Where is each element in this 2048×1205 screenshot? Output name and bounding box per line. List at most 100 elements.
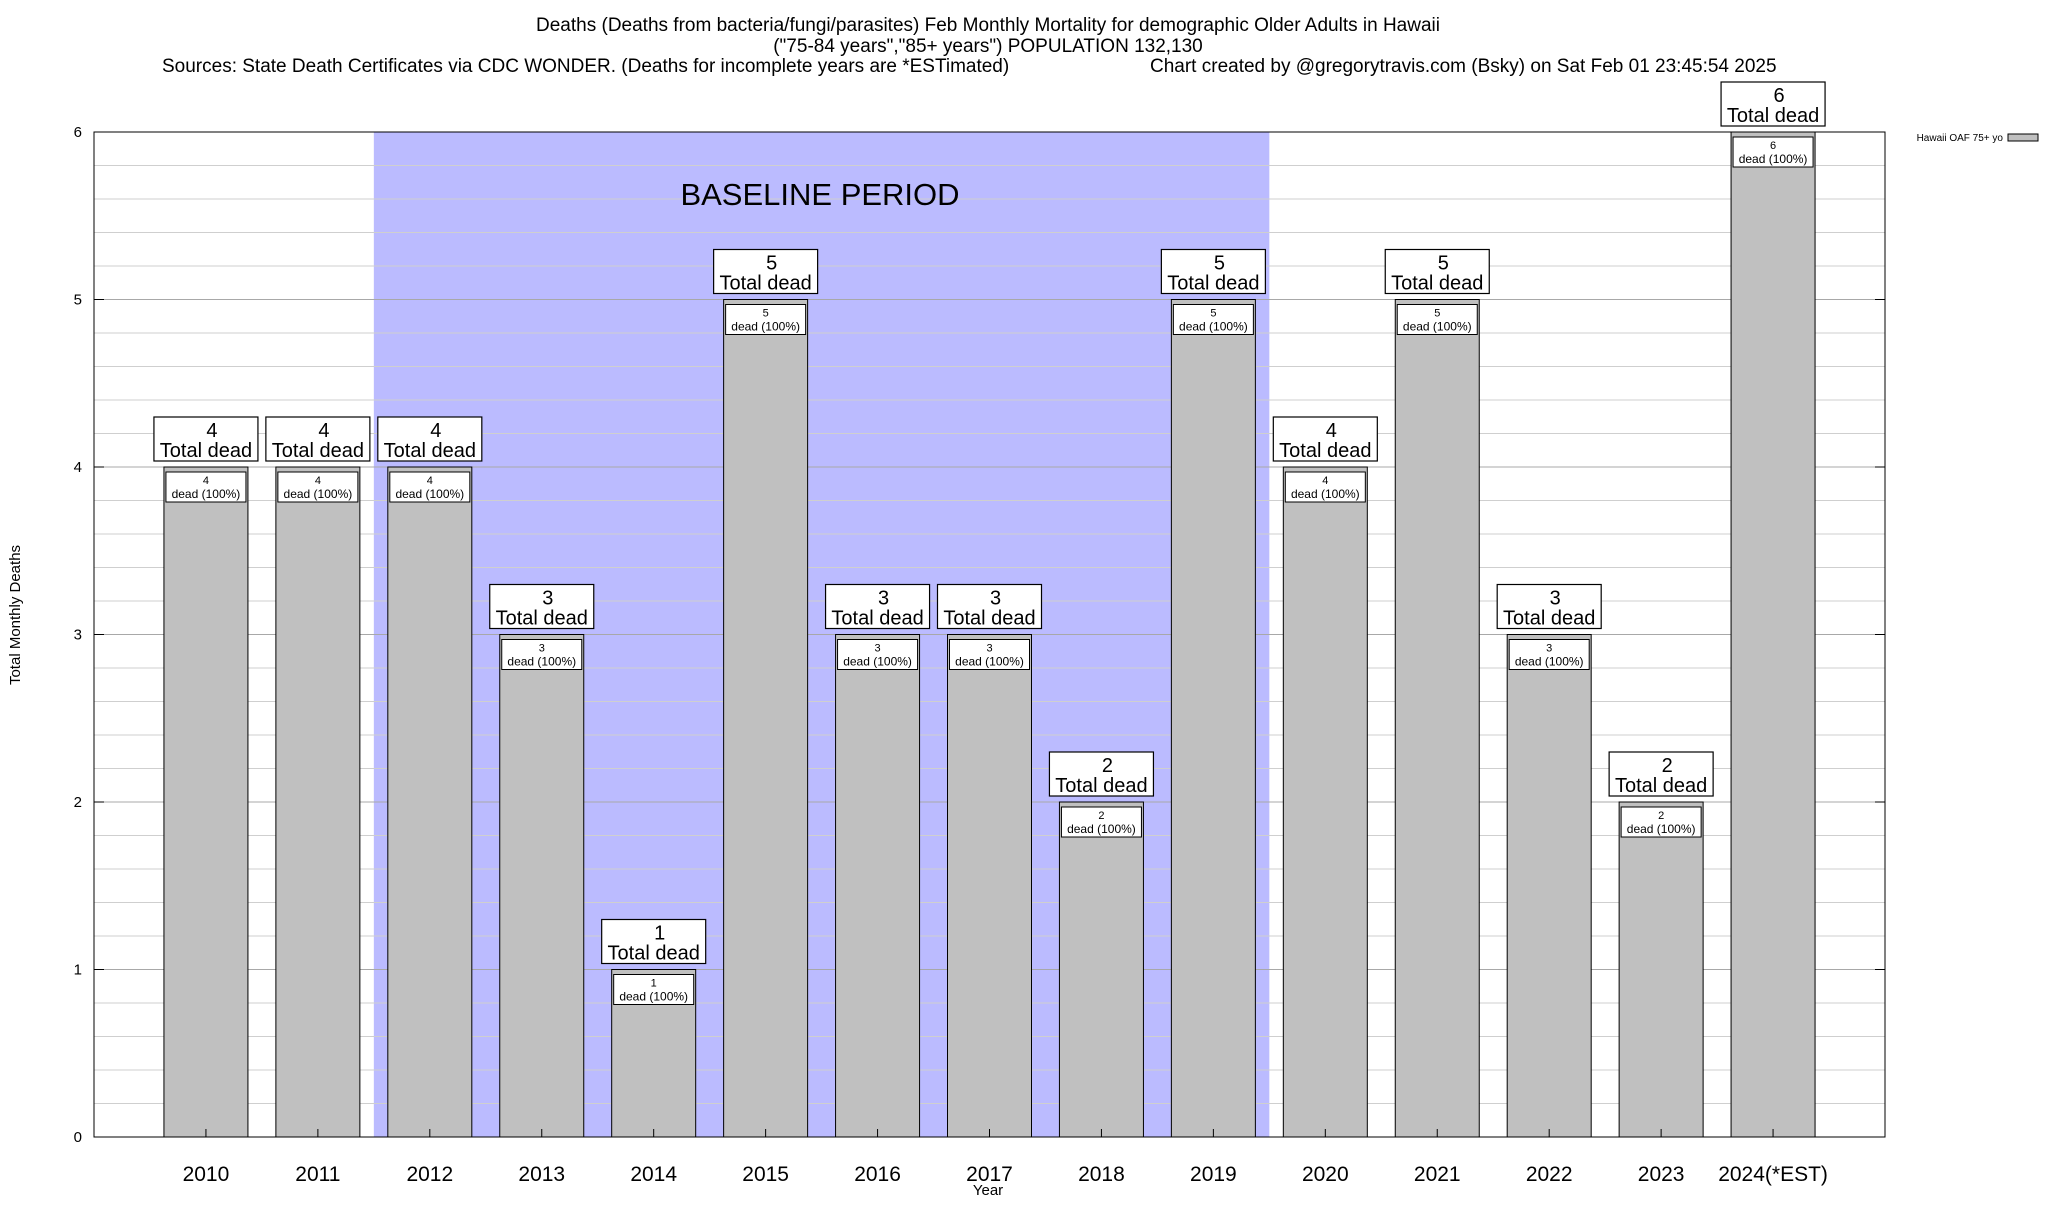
total-label-text: Total dead xyxy=(1391,273,1483,295)
bar-inner-label: dead (100%) xyxy=(1179,320,1248,334)
bar-inner-label-box xyxy=(1284,471,1366,503)
total-label-box xyxy=(1272,416,1378,462)
total-label-text: Total dead xyxy=(1727,105,1819,127)
total-label-value: 4 xyxy=(318,420,329,442)
bar-inner-value: 5 xyxy=(1434,308,1440,320)
y-axis-title: Total Monthly Deaths xyxy=(7,545,24,685)
total-label-text: Total dead xyxy=(943,608,1035,630)
bar xyxy=(1506,634,1592,1138)
bar-inner-value: 2 xyxy=(1658,810,1664,822)
bar-inner-label-box xyxy=(389,471,471,503)
total-label-value: 5 xyxy=(1438,253,1449,275)
x-tick-label: 2020 xyxy=(1302,1163,1349,1186)
chart-subtitle: ("75-84 years","85+ years") POPULATION 1… xyxy=(773,36,1203,57)
total-label-text: Total dead xyxy=(1615,775,1707,797)
bar-inner-label-box xyxy=(1396,304,1478,335)
bar-inner-value: 4 xyxy=(427,475,433,487)
total-label-value: 1 xyxy=(654,923,665,945)
x-tick-label: 2021 xyxy=(1414,1163,1461,1186)
x-tick-label: 2022 xyxy=(1526,1163,1573,1186)
y-tick-label: 2 xyxy=(74,794,82,811)
total-label-text: Total dead xyxy=(384,440,476,462)
bar-inner-label: dead (100%) xyxy=(1627,822,1696,836)
bar-inner-label-box xyxy=(1172,304,1254,335)
y-tick-label: 4 xyxy=(74,459,82,476)
bar-inner-label-box xyxy=(165,471,247,503)
bar-inner-label: dead (100%) xyxy=(1067,822,1136,836)
x-tick-label: 2012 xyxy=(406,1163,453,1186)
bar-inner-label: dead (100%) xyxy=(843,655,912,669)
x-tick-label: 2015 xyxy=(742,1163,789,1186)
bar-inner-value: 5 xyxy=(763,308,769,320)
total-label-text: Total dead xyxy=(496,608,588,630)
bar-inner-label-box xyxy=(501,639,583,670)
x-axis-title: Year xyxy=(973,1182,1003,1199)
bar xyxy=(275,466,361,1138)
total-label-text: Total dead xyxy=(160,440,252,462)
total-label-value: 3 xyxy=(878,588,889,610)
total-label-box xyxy=(1496,583,1602,630)
total-label-box xyxy=(601,918,707,965)
x-tick-label: 2019 xyxy=(1190,1163,1237,1186)
bar-inner-value: 3 xyxy=(539,643,545,655)
total-label-text: Total dead xyxy=(719,273,811,295)
legend-label: Hawaii OAF 75+ yo xyxy=(1917,133,2004,144)
axes: 0 1 2 3 4 5 6 2010 2011 2012 2013 2014 2015 2016 2017 2… xyxy=(74,124,1886,1186)
bar-inner-label: dead (100%) xyxy=(284,487,353,501)
total-label-value: 5 xyxy=(766,253,777,275)
x-tick-label: 2017 xyxy=(966,1163,1013,1186)
bar-inner-label-box xyxy=(1732,136,1814,168)
bar xyxy=(1394,299,1480,1138)
total-label-text: Total dead xyxy=(1167,273,1259,295)
bar-inner-value: 5 xyxy=(1210,308,1216,320)
bar-inner-label: dead (100%) xyxy=(172,487,241,501)
x-tick-label: 2023 xyxy=(1638,1163,1685,1186)
chart-credit-line: Chart created by @gregorytravis.com (Bsk… xyxy=(1150,56,1777,77)
bar xyxy=(387,466,473,1138)
bar-inner-label: dead (100%) xyxy=(1291,487,1360,501)
bar-inner-label: dead (100%) xyxy=(1403,320,1472,334)
total-label-value: 4 xyxy=(206,420,217,442)
bar-inner-label: dead (100%) xyxy=(619,990,688,1004)
bar-inner-label: dead (100%) xyxy=(1515,655,1584,669)
chart-title: Deaths (Deaths from bacteria/fungi/paras… xyxy=(536,15,1440,36)
x-tick-label: 2013 xyxy=(518,1163,565,1186)
bar xyxy=(1282,466,1368,1138)
y-tick-label: 3 xyxy=(74,627,82,644)
total-label-value: 2 xyxy=(1102,755,1113,777)
bar-inner-label: dead (100%) xyxy=(1739,152,1808,166)
bar-inner-label: dead (100%) xyxy=(395,487,464,501)
total-label-value: 2 xyxy=(1662,755,1673,777)
bar-inner-label-box xyxy=(1620,806,1702,838)
bar xyxy=(1170,299,1256,1138)
bar xyxy=(163,466,249,1138)
bar-inner-label-box xyxy=(949,639,1030,670)
bar-inner-value: 3 xyxy=(1546,643,1552,655)
bar-inner-label-box xyxy=(725,304,807,335)
total-label-box xyxy=(265,416,371,462)
total-label-box xyxy=(1720,81,1826,127)
total-label-value: 6 xyxy=(1774,85,1785,107)
total-label-text: Total dead xyxy=(272,440,364,462)
y-tick-label: 1 xyxy=(74,962,82,979)
bar xyxy=(1618,801,1704,1138)
bar xyxy=(1058,801,1144,1138)
legend: Hawaii OAF 75+ yo xyxy=(1917,133,2039,144)
total-label-value: 4 xyxy=(1326,420,1337,442)
bar-inner-label: dead (100%) xyxy=(507,655,576,669)
total-label-value: 3 xyxy=(1550,588,1561,610)
total-label-value: 4 xyxy=(430,420,441,442)
total-label-text: Total dead xyxy=(1055,775,1147,797)
bar-inner-value: 4 xyxy=(203,475,209,487)
x-tick-label: 2010 xyxy=(183,1163,230,1186)
bar-inner-value: 3 xyxy=(875,643,881,655)
total-label-box xyxy=(1384,248,1490,295)
legend-swatch xyxy=(2007,133,2039,142)
bar-inner-value: 3 xyxy=(986,643,992,655)
bar-inner-label-box xyxy=(837,639,919,670)
chart-source-line: Sources: State Death Certificates via CD… xyxy=(162,56,1009,77)
bar xyxy=(499,634,585,1138)
total-label-box xyxy=(1048,751,1155,797)
